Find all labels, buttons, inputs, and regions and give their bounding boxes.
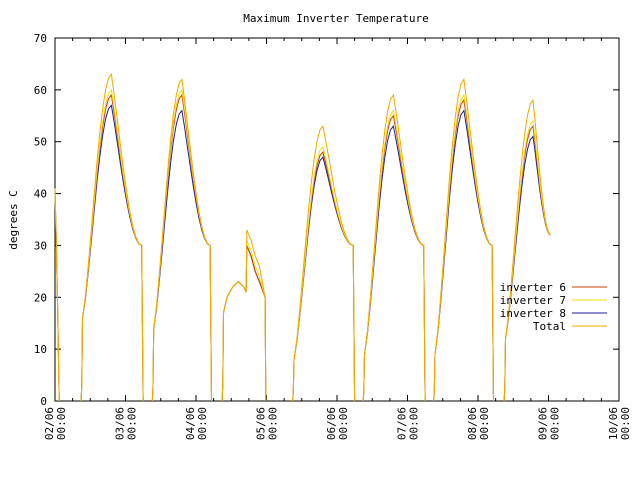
y-tick-label: 0 — [40, 395, 47, 408]
series-line-inverter-8 — [221, 245, 267, 402]
series-line-inverter-6 — [433, 98, 494, 402]
x-tick-label-time: 00:00 — [549, 407, 562, 440]
legend-label: inverter 6 — [500, 281, 566, 294]
series-line-total — [433, 78, 494, 402]
x-tick-label-date: 02/06 — [43, 407, 56, 440]
x-tick-label-time: 00:00 — [126, 407, 139, 440]
y-tick-label: 40 — [34, 188, 47, 201]
y-tick-label: 50 — [34, 136, 47, 149]
legend-label: Total — [533, 320, 566, 333]
series-line-inverter-7 — [503, 119, 551, 402]
legend-label: inverter 7 — [500, 294, 566, 307]
y-tick-label: 60 — [34, 84, 47, 97]
x-tick-label-time: 00:00 — [619, 407, 632, 440]
y-tick-label: 70 — [34, 32, 47, 45]
x-tick-label-time: 00:00 — [267, 407, 280, 440]
series-line-inverter-7 — [221, 240, 267, 402]
y-axis: 0 10 20 30 40 50 60 70 — [34, 32, 619, 408]
x-tick-label-date: 10/06 — [607, 407, 620, 440]
series-line-total — [80, 73, 144, 402]
series-lines — [54, 73, 551, 402]
x-tick-label-date: 08/06 — [466, 407, 479, 440]
y-tick-label: 10 — [34, 343, 47, 356]
series-line-inverter-8 — [503, 135, 551, 402]
x-tick-label-time: 00:00 — [337, 407, 350, 440]
plot-frame — [54, 37, 620, 402]
x-tick-label-time: 00:00 — [408, 407, 421, 440]
y-tick-label: 20 — [34, 291, 47, 304]
series-line-total — [292, 125, 356, 402]
series-line-inverter-7 — [151, 88, 212, 402]
x-tick-label-date: 05/06 — [255, 407, 268, 440]
x-tick-label-time: 00:00 — [55, 407, 68, 440]
x-tick-label-time: 00:00 — [196, 407, 209, 440]
x-tick-label-time: 00:00 — [478, 407, 491, 440]
series-line-inverter-6 — [292, 151, 356, 402]
series-line-total — [151, 78, 212, 402]
series-line-inverter-7 — [433, 93, 494, 402]
x-tick-label-date: 09/06 — [537, 407, 550, 440]
series-line-inverter-8 — [362, 125, 426, 402]
x-axis: 02/06 00:00 03/06 00:00 04/06 00:00 05/06 00:00… — [43, 38, 632, 440]
series-line-inverter-6 — [503, 124, 551, 402]
legend-label: inverter 8 — [500, 307, 566, 320]
chart-title: Maximum Inverter Temperature — [243, 12, 428, 25]
series-line-inverter-7 — [292, 145, 356, 402]
series-line-total — [503, 98, 551, 402]
series-line-inverter-8 — [292, 156, 356, 402]
series-line-inverter-8 — [80, 104, 144, 402]
series-line-total — [54, 188, 60, 402]
x-tick-label-date: 03/06 — [114, 407, 127, 440]
y-tick-label: 30 — [34, 239, 47, 252]
x-tick-label-date: 04/06 — [184, 407, 197, 440]
series-line-inverter-8 — [433, 109, 494, 402]
series-line-total — [221, 229, 267, 402]
series-line-inverter-7 — [362, 109, 426, 402]
series-line-total — [362, 93, 426, 402]
series-line-inverter-6 — [221, 245, 267, 402]
y-axis-label: degrees C — [7, 190, 20, 250]
x-tick-label-date: 06/06 — [325, 407, 338, 440]
x-tick-label-date: 07/06 — [396, 407, 409, 440]
series-line-inverter-6 — [362, 114, 426, 402]
